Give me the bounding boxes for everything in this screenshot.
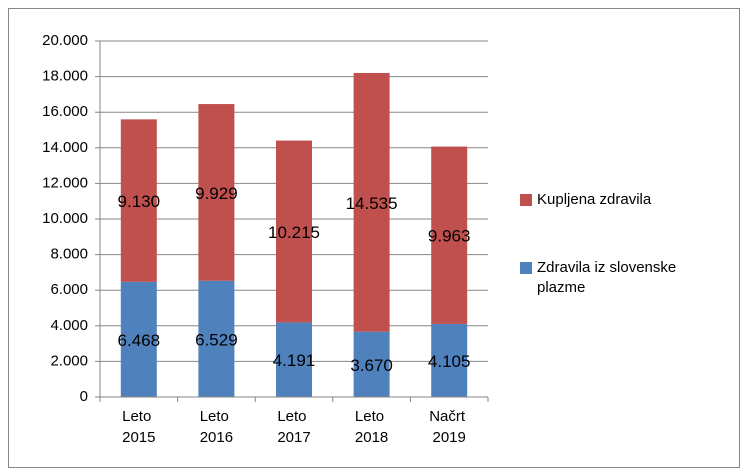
legend-swatch [520,194,532,206]
bar-segment [276,322,312,397]
x-tick-label: Leto 2015 [122,408,155,446]
data-label: 4.191 [273,351,316,370]
y-tick-label: 20.000 [42,32,88,49]
bar-segment [431,146,468,324]
y-tick-label: 16.000 [42,103,88,120]
data-label: 9.130 [118,192,161,211]
bar-segment [276,140,312,323]
data-label: 10.215 [268,223,320,242]
x-tick-label: Načrt 2019 [429,408,469,446]
data-label: 9.963 [428,227,471,246]
bar-segment [198,280,235,397]
y-tick-label: 10.000 [42,210,88,227]
x-tick-label: Leto 2016 [200,408,233,446]
y-tick-label: 6.000 [50,281,88,298]
y-tick-label: 12.000 [42,174,88,191]
y-tick-label: 8.000 [50,246,88,263]
bar-segment [120,281,157,397]
data-label: 14.535 [346,194,398,213]
data-label: 3.670 [350,356,393,375]
y-tick-label: 2.000 [50,352,88,369]
data-label: 6.468 [118,331,161,350]
bar-segment [120,119,157,282]
data-label: 6.529 [195,330,238,349]
y-tick-label: 18.000 [42,68,88,85]
bar-segment [353,331,390,397]
x-tick-label: Leto 2017 [277,408,310,446]
y-tick-label: 14.000 [42,139,88,156]
x-tick-label: Leto 2018 [355,408,388,446]
bar-segment [431,323,468,397]
y-tick-label: 0 [80,388,88,405]
legend-label: Zdravila iz slovenske plazme [537,259,680,296]
legend-swatch [520,262,532,274]
legend-label: Kupljena zdravila [537,191,652,208]
y-tick-label: 4.000 [50,317,88,334]
data-label: 4.105 [428,352,471,371]
bar-segment [198,104,235,281]
data-label: 9.929 [195,184,238,203]
bar-segment [353,72,390,332]
